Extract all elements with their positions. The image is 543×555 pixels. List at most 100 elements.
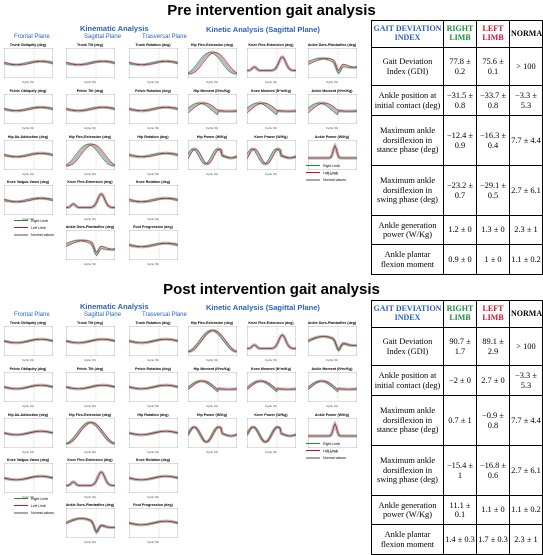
left-limb-curve [66,144,115,166]
right-limb-curve [129,60,178,66]
left-limb-curve [4,384,53,390]
legend-item: Left Limb [306,447,346,454]
pre-gait-plots-panel: Kinematic Analysis Kinetic Analysis (Sag… [0,22,370,266]
plot-frame [247,48,296,78]
plot-legend-right: Right Limb Left Limb Normal values [306,440,346,461]
left-value: −16.3 ± 0.4 [476,115,510,166]
gait-plot: Hip Ab-Adduction (deg) Cycle (%) [2,413,54,454]
x-axis-label: Cycle (%) [146,262,160,266]
plot-title: Foot Progression (deg) [133,225,173,229]
normal-value: 1.1 ± 0.2 [509,495,543,525]
gait-plot: Knee Power (W/Kg) Cycle (%) [245,413,297,454]
plot-area [129,326,178,356]
x-axis-label: Cycle (%) [264,172,278,176]
plot-area [129,372,178,402]
right-limb-curve [4,197,53,203]
header-gdi: GAIT DEVIATION INDEX [371,20,444,48]
x-axis-label: Cycle (%) [83,450,97,454]
normal-values-band [308,56,357,75]
kinematic-header: Kinematic Analysis [80,302,149,311]
plot-title: Pelvic Tilt (deg) [76,89,104,93]
plot-title: Pelvic Rotation (deg) [135,89,171,93]
plot-area [247,94,296,124]
sagittal-plane-label: Sagittal Plane [84,312,122,318]
plot-area [4,140,53,170]
legend-swatch [306,172,320,173]
legend-swatch [14,227,28,228]
table-row: Ankle plantar flexion moment 1.4 ± 0.3 1… [371,524,543,555]
header-gdi: GAIT DEVIATION INDEX [371,300,444,328]
gait-plot: Trunk Tilt (deg) Cycle (%) [64,321,116,362]
x-axis-label: Cycle (%) [205,80,219,84]
gait-plot: Foot Progression (deg) Cycle (%) [127,503,179,544]
right-value: −23.2 ± 0.7 [443,165,477,216]
legend-item: Right Limb [14,495,54,502]
x-axis-label: Cycle (%) [264,358,278,362]
gait-plot: Foot Progression (deg) Cycle (%) [127,225,179,266]
normal-values-band [66,238,115,257]
plot-title: Knee Power (W/Kg) [254,413,288,417]
plot-title: Ankle Dors-Plantarflex (deg) [307,321,357,325]
left-limb-curve [308,102,357,114]
left-limb-curve [247,334,296,349]
gait-plot: Ankle Dors-Plantarflex (deg) Cycle (%) [306,43,358,84]
kinetic-header: Kinetic Analysis (Sagittal Plane) [206,25,320,34]
table-header-row: GAIT DEVIATION INDEX RIGHT LIMB LEFT LIM… [371,20,543,48]
legend-swatch [306,178,320,181]
plot-title: Knee Valgus-Varus (deg) [6,458,50,462]
x-axis-label: Cycle (%) [83,262,97,266]
plot-area [129,48,178,78]
plot-frame [308,326,357,356]
legend-swatch [306,165,320,166]
plot-legend-left: Right Limb Left Limb Normal values [14,217,54,238]
plot-area [308,372,357,402]
x-axis-label: Cycle (%) [83,404,97,408]
plot-title: Ankle Dors-Plantarflex (deg) [65,503,115,507]
left-limb-curve [66,193,115,208]
gait-plot: Hip Ab-Adduction (deg) Cycle (%) [2,135,54,176]
gait-plot: Ankle Dors-Plantarflex (deg) Cycle (%) [64,225,116,266]
left-limb-curve [66,471,115,486]
normal-value: > 100 [509,47,543,86]
plot-area [4,418,53,448]
legend-swatch [14,505,28,506]
left-limb-curve [66,422,115,444]
post-section-title: Post intervention gait analysis [163,281,380,298]
plot-area [66,463,115,493]
plot-title: Knee Flex-Extension (deg) [248,43,294,47]
x-axis-label: Cycle (%) [83,495,97,499]
x-axis-label: Cycle (%) [264,126,278,130]
plot-area [188,94,237,124]
plot-title: Ankle Dors-Plantarflex (deg) [307,43,357,47]
left-limb-curve [188,52,237,74]
row-label: Maximum ankle dorsiflexion in swing phas… [371,165,444,216]
row-label: Gait Deviation Index (GDI) [371,327,444,366]
plot-title: Hip Power (W/Kg) [196,413,228,417]
legend-item: Normal values [306,454,346,461]
sagittal-plane-label: Sagittal Plane [84,34,122,40]
x-axis-label: Cycle (%) [21,404,35,408]
left-value: 89.1 ± 2.9 [476,327,510,366]
gait-plot: Hip Power (W/Kg) Cycle (%) [186,413,238,454]
left-limb-curve [188,102,237,114]
plot-area [188,140,237,170]
plot-title: Trunk Tilt (deg) [77,321,103,325]
x-axis-label: Cycle (%) [83,172,97,176]
x-axis-label: Cycle (%) [146,495,160,499]
right-value: 90.7 ± 1.7 [443,327,477,366]
gait-plot: Knee Valgus-Varus (deg) Cycle (%) [2,458,54,499]
x-axis-label: Cycle (%) [83,126,97,130]
row-label: Ankle plantar flexion moment [371,524,444,555]
x-axis-label: Cycle (%) [146,80,160,84]
x-axis-label: Cycle (%) [146,358,160,362]
plot-title: Hip Ab-Adduction (deg) [7,135,49,139]
right-limb-curve [66,106,115,112]
normal-value: 1.1 ± 0.2 [509,244,543,275]
row-label: Ankle position at initial contact (deg) [371,365,444,396]
x-axis-label: Cycle (%) [83,358,97,362]
plot-title: Hip Ab-Adduction (deg) [7,413,49,417]
gait-plot: Hip Power (W/Kg) Cycle (%) [186,135,238,176]
x-axis-label: Cycle (%) [325,450,339,454]
plot-area [4,48,53,78]
kinetic-header: Kinetic Analysis (Sagittal Plane) [206,303,320,312]
